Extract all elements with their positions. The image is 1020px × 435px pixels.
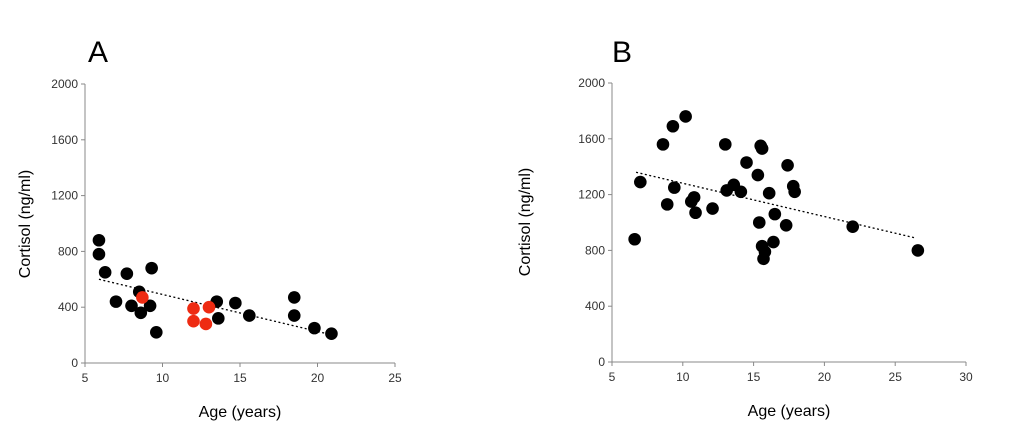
y-tick-label: 400 — [585, 299, 605, 313]
data-point — [634, 175, 647, 189]
y-tick-label: 800 — [58, 244, 78, 258]
data-point — [325, 327, 338, 341]
data-point — [718, 138, 732, 151]
data-point — [768, 207, 782, 221]
data-point — [287, 309, 301, 322]
data-point — [679, 110, 692, 123]
chart-panel-b: B 0 400 800 1200 1600 2000 5 10 15 20 25 30 Age (year… — [517, 36, 973, 420]
x-tick-label: 30 — [959, 370, 973, 384]
x-axis-title: Age (years) — [748, 403, 831, 420]
data-point — [767, 235, 780, 249]
data-point — [308, 321, 321, 335]
panel-label: B — [612, 36, 632, 69]
data-point — [109, 295, 123, 308]
y-axis-title: Cortisol (ng/ml) — [17, 170, 34, 278]
data-point — [199, 317, 213, 331]
data-point — [689, 206, 702, 220]
trendline — [635, 171, 916, 239]
y-tick-label: 400 — [58, 300, 78, 314]
data-point — [287, 291, 301, 304]
x-tick-label: 15 — [233, 371, 247, 385]
y-tick-label: 2000 — [578, 76, 605, 90]
data-point — [243, 309, 256, 322]
data-point — [779, 218, 793, 232]
x-tick-label: 20 — [311, 371, 325, 385]
x-tick-label: 10 — [676, 370, 690, 384]
x-tick-label: 25 — [889, 370, 903, 384]
data-point — [202, 300, 216, 314]
data-point — [911, 244, 925, 257]
data-point — [660, 198, 674, 211]
y-tick-label: 2000 — [51, 77, 78, 91]
data-point — [656, 138, 670, 151]
data-point — [788, 185, 801, 199]
data-point — [628, 232, 641, 246]
data-point — [706, 202, 719, 215]
data-point — [755, 142, 769, 155]
data-point — [143, 299, 157, 313]
x-tick-label: 15 — [747, 370, 761, 384]
data-point — [229, 296, 242, 310]
y-tick-label: 0 — [71, 356, 78, 370]
data-point — [740, 156, 753, 169]
data-point — [145, 261, 158, 275]
data-point — [92, 233, 106, 247]
y-tick-label: 1200 — [51, 189, 78, 203]
x-tick-label: 10 — [156, 371, 170, 385]
data-point — [98, 266, 112, 279]
data-point — [136, 291, 149, 304]
y-axis-title: Cortisol (ng/ml) — [517, 168, 534, 276]
data-point — [666, 119, 680, 133]
data-point — [187, 302, 200, 315]
x-axis-title: Age (years) — [199, 404, 282, 421]
panel-label: A — [88, 36, 108, 69]
x-tick-label: 5 — [82, 371, 89, 385]
data-point — [758, 245, 772, 259]
data-point — [668, 181, 681, 194]
data-point — [150, 326, 163, 339]
chart-panel-a: A 0 400 800 1200 1600 2000 5 10 15 20 25 Age (years)… — [17, 36, 402, 421]
data-point — [134, 306, 148, 320]
y-tick-label: 1600 — [578, 132, 605, 146]
data-point — [125, 299, 138, 313]
data-point — [846, 220, 860, 233]
data-point — [762, 186, 776, 200]
x-tick-label: 5 — [609, 370, 616, 384]
y-tick-label: 800 — [585, 243, 605, 257]
x-tick-label: 25 — [388, 371, 402, 385]
y-tick-label: 0 — [598, 355, 605, 369]
data-point — [92, 247, 106, 261]
x-tick-label: 20 — [818, 370, 832, 384]
data-point — [187, 314, 200, 328]
data-point — [752, 216, 766, 229]
data-point — [687, 191, 701, 204]
data-point — [781, 159, 794, 172]
data-point — [751, 168, 765, 182]
y-tick-label: 1600 — [51, 133, 78, 147]
data-point — [734, 185, 748, 199]
data-point — [120, 267, 134, 281]
y-tick-label: 1200 — [578, 188, 605, 202]
data-point — [212, 312, 225, 325]
